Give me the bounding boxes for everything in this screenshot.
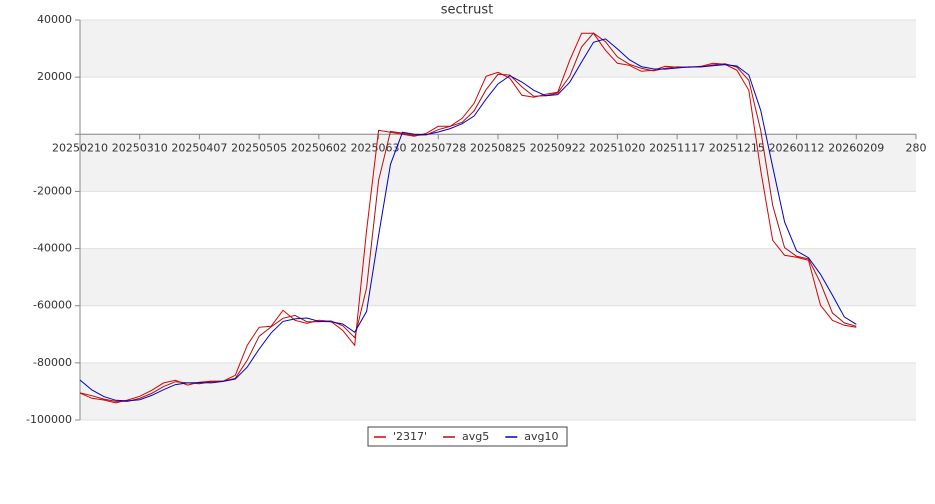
x-tick-label: 20260209 <box>828 141 884 154</box>
x-tick-label: 20250210 <box>52 141 108 154</box>
chart-title: sectrust <box>441 3 493 18</box>
series-line <box>79 32 857 404</box>
x-tick-label: 20260112 <box>769 141 825 154</box>
x-tick-label: 20250922 <box>530 141 586 154</box>
series-line <box>79 32 857 402</box>
legend: '2317' avg5 avg10 <box>367 426 568 447</box>
x-tick-label: 20251117 <box>649 141 705 154</box>
y-tick-label: 20000 <box>37 70 72 83</box>
x-tick-label: 20250728 <box>410 141 466 154</box>
x-tick-label: 20250602 <box>291 141 347 154</box>
y-tick-label: -20000 <box>33 184 72 197</box>
y-tick-label: -60000 <box>33 299 72 312</box>
grid-band <box>80 362 916 420</box>
x-tick-label: 280 <box>906 141 927 154</box>
x-tick-label: 20251020 <box>589 141 645 154</box>
legend-label: avg10 <box>524 430 558 443</box>
x-tick-label: 20250825 <box>470 141 526 154</box>
y-tick-label: -80000 <box>33 356 72 369</box>
y-tick-label: -100000 <box>26 413 72 426</box>
x-tick-label: 20250310 <box>112 141 168 154</box>
x-tick-label: 20250630 <box>351 141 407 154</box>
grid-band <box>80 20 916 78</box>
y-tick-label: -40000 <box>33 242 72 255</box>
grid-band <box>80 248 916 306</box>
x-tick-label: 20251215 <box>709 141 765 154</box>
y-tick-label: 40000 <box>37 13 72 26</box>
legend-label: '2317' <box>393 430 427 443</box>
legend-label: avg5 <box>462 430 489 443</box>
x-tick-label: 20250505 <box>231 141 287 154</box>
series-line <box>79 38 857 402</box>
legend-box <box>367 426 568 447</box>
x-tick-label: 20250407 <box>171 141 227 154</box>
grid-band <box>80 134 916 192</box>
